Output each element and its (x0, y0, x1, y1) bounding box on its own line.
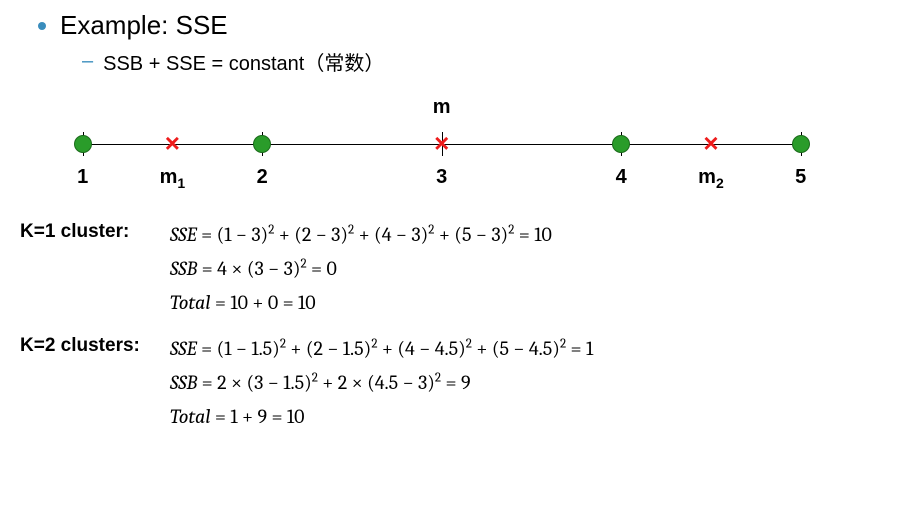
k1-sse-t1: = (1 − 3) (197, 223, 269, 246)
axis-label: m1 (160, 166, 186, 191)
k2-ssb-lhs: SSB (170, 371, 197, 394)
data-point (253, 135, 271, 153)
k2-sse-t1: = (1 − 1.5) (197, 337, 280, 360)
k2-sse-line: SSE = (1 − 1.5)2 + (2 − 1.5)2 + (4 − 4.5… (170, 333, 593, 365)
k2-ssb-t1: = 2 × (3 − 1.5) (197, 371, 311, 394)
sub-bullet-row: – SSB + SSE = constant（常数） (82, 47, 896, 76)
m-top-label: m (433, 96, 451, 119)
k1-total-line: Total = 10 + 0 = 10 (170, 287, 552, 319)
k2-sse-t2: + (2 − 1.5) (286, 337, 371, 360)
dash-icon: – (82, 50, 93, 73)
centroid-mark: × (434, 130, 449, 156)
k1-ssb-line: SSB = 4 × (3 − 3)2 = 0 (170, 253, 552, 285)
m1-label: m (160, 166, 178, 188)
k2-sse-t3: + (4 − 4.5) (377, 337, 465, 360)
k1-ssb-end: = 0 (307, 257, 337, 280)
centroid-mark: × (165, 130, 180, 156)
k1-sse-t3: + (4 − 3) (354, 223, 428, 246)
data-point (792, 135, 810, 153)
k2-section: K=2 clusters: SSE = (1 − 1.5)2 + (2 − 1.… (20, 333, 896, 435)
k2-total-rhs: = 1 + 9 = 10 (210, 405, 304, 428)
sub-bullet-text: SSB + SSE = constant（常数） (103, 47, 384, 76)
k1-total-rhs: = 10 + 0 = 10 (210, 291, 315, 314)
k2-sse-end: = 1 (566, 337, 593, 360)
k1-equations: SSE = (1 − 3)2 + (2 − 3)2 + (4 − 3)2 + (… (170, 219, 552, 321)
centroid-mark: × (703, 130, 718, 156)
axis-label: m2 (698, 166, 724, 191)
k1-sse-line: SSE = (1 − 3)2 + (2 − 3)2 + (4 − 3)2 + (… (170, 219, 552, 251)
number-line-diagram: m × × × 1 m1 2 3 4 m2 5 (50, 94, 866, 204)
bullet-title: Example: SSE (60, 10, 228, 41)
k2-label: K=2 clusters: (20, 333, 170, 435)
k1-sse-t2: + (2 − 3) (274, 223, 348, 246)
k2-total-lhs: Total (170, 405, 210, 428)
axis-label: 5 (795, 166, 806, 189)
k2-sse-t4: + (5 − 4.5) (472, 337, 560, 360)
k1-label: K=1 cluster: (20, 219, 170, 321)
m2-sub: 2 (716, 175, 724, 191)
bullet-header: Example: SSE (20, 10, 896, 41)
k2-ssb-line: SSB = 2 × (3 − 1.5)2 + 2 × (4.5 − 3)2 = … (170, 367, 593, 399)
k1-section: K=1 cluster: SSE = (1 − 3)2 + (2 − 3)2 +… (20, 219, 896, 321)
k2-sse-lhs: SSE (170, 337, 197, 360)
axis-label: 4 (616, 166, 627, 189)
m2-label: m (698, 166, 716, 188)
k1-ssb-t1: = 4 × (3 − 3) (197, 257, 300, 280)
data-point (74, 135, 92, 153)
m1-sub: 1 (177, 175, 185, 191)
axis-label: 2 (257, 166, 268, 189)
k2-ssb-t2: + 2 × (4.5 − 3) (318, 371, 435, 394)
k1-sse-t4: + (5 − 3) (434, 223, 508, 246)
data-point (612, 135, 630, 153)
axis-label: 3 (436, 166, 447, 189)
k1-ssb-lhs: SSB (170, 257, 197, 280)
k2-ssb-end: = 9 (441, 371, 470, 394)
k1-sse-end: = 10 (514, 223, 551, 246)
k2-equations: SSE = (1 − 1.5)2 + (2 − 1.5)2 + (4 − 4.5… (170, 333, 593, 435)
bullet-icon (38, 22, 46, 30)
axis-label: 1 (77, 166, 88, 189)
k1-total-lhs: Total (170, 291, 210, 314)
k2-total-line: Total = 1 + 9 = 10 (170, 401, 593, 433)
k1-sse-lhs: SSE (170, 223, 197, 246)
